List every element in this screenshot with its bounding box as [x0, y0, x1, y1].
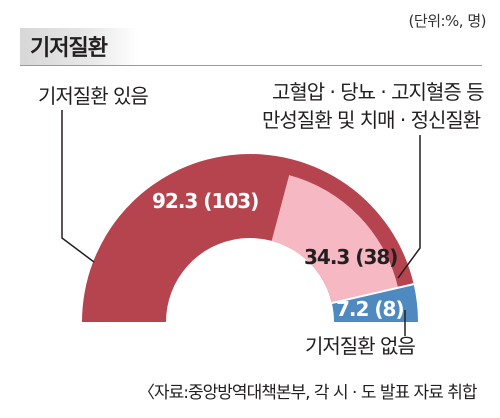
slice-separator: [331, 283, 414, 305]
chart-title: 기저질환: [30, 36, 108, 61]
label-subset-line2: 만성질환 및 치매 · 정신질환: [262, 108, 481, 132]
leader-has-disease: [61, 110, 95, 263]
unit-note: (단위:%, 명): [408, 12, 487, 30]
leader-subset: [397, 135, 421, 279]
title-divider: [20, 65, 482, 66]
title-background: [20, 28, 138, 66]
value-subset: 34.3 (38): [304, 245, 397, 269]
source-note: 〈자료:중앙방역대책본부, 각 시 · 도 발표 자료 취합: [138, 383, 478, 403]
label-has-disease: 기저질환 있음: [38, 84, 149, 108]
label-no-disease: 기저질환 없음: [305, 334, 416, 358]
value-no-disease: 7.2 (8): [336, 297, 404, 321]
label-subset-line1: 고혈압 · 당뇨 · 고지혈증 등: [272, 80, 485, 104]
value-has-disease: 92.3 (103): [152, 189, 258, 213]
slice-subset-chronic: [271, 175, 399, 304]
slice-no-disease: [331, 284, 418, 322]
